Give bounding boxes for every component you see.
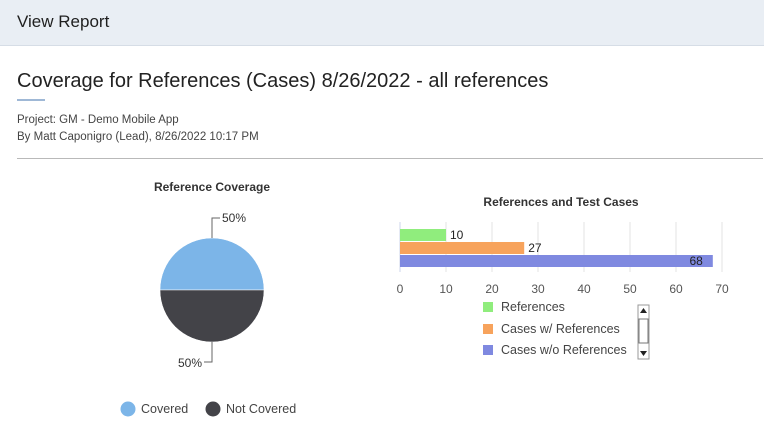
legend-scrollbar[interactable]: [637, 304, 650, 360]
pie-data-label: 50%: [178, 356, 202, 370]
header-title: View Report: [17, 12, 110, 31]
bar-x-ticks: 0 10 20 30 40 50 60 70: [397, 282, 729, 296]
legend-marker-icon: [483, 324, 493, 334]
pie-labels: 50% 50%: [178, 211, 246, 370]
pie-legend-label: Not Covered: [226, 402, 296, 416]
view-report-header: View Report: [0, 0, 764, 46]
bar-cases-w-references[interactable]: [400, 242, 525, 254]
bar-data-label: 27: [528, 241, 542, 255]
bar-x-tick-label: 40: [577, 282, 591, 296]
bar-cases-w-o-references[interactable]: [400, 255, 713, 267]
legend-marker-icon: [205, 401, 221, 417]
pie-data-label: 50%: [222, 211, 246, 225]
bar-x-tick-label: 60: [669, 282, 683, 296]
bar-legend-label: References: [501, 300, 565, 314]
pie-slice-not-covered[interactable]: [159, 289, 265, 343]
pie-legend-item-covered[interactable]: Covered: [120, 401, 189, 417]
legend-scroll-thumb[interactable]: [638, 318, 649, 344]
title-underline: [17, 99, 45, 101]
bar-legend-label: Cases w/o References: [501, 343, 627, 357]
bar-data-label: 10: [450, 228, 464, 242]
bar-chart-title: References and Test Cases: [483, 195, 639, 209]
references-test-cases-chart: References and Test Cases 10 27 68 0 10 20 30…: [397, 195, 729, 360]
bar-x-tick-label: 10: [439, 282, 453, 296]
bar-data-label: 68: [689, 254, 703, 268]
bar-legend-item-cases-w-references[interactable]: Cases w/ References: [483, 322, 620, 336]
section-divider: [17, 158, 763, 159]
bar-rects: 10 27 68: [400, 228, 713, 268]
bar-legend[interactable]: References Cases w/ References Cases w/o R…: [483, 300, 627, 357]
pie-chart-title: Reference Coverage: [154, 180, 270, 194]
pie-slices: [159, 237, 265, 343]
author-line: By Matt Caponigro (Lead), 8/26/2022 10:1…: [17, 131, 259, 143]
bar-x-tick-label: 30: [531, 282, 545, 296]
bar-x-tick-label: 50: [623, 282, 637, 296]
legend-marker-icon: [483, 345, 493, 355]
scroll-down-arrow-icon[interactable]: [640, 351, 647, 356]
legend-marker-icon: [483, 302, 493, 312]
bar-x-tick-label: 70: [715, 282, 729, 296]
bar-legend-label: Cases w/ References: [501, 322, 620, 336]
reference-coverage-chart: Reference Coverage 50% 50% Covered Not Cov…: [120, 180, 297, 417]
legend-marker-icon: [120, 401, 136, 417]
report-title: Coverage for References (Cases) 8/26/202…: [17, 70, 549, 92]
pie-legend-item-not-covered[interactable]: Not Covered: [205, 401, 297, 417]
scroll-up-arrow-icon[interactable]: [640, 308, 647, 313]
bar-x-tick-label: 0: [397, 282, 404, 296]
bar-legend-item-cases-w-o-references[interactable]: Cases w/o References: [483, 343, 627, 357]
pie-legend[interactable]: Covered Not Covered: [120, 401, 297, 417]
pie-legend-label: Covered: [141, 402, 188, 416]
bar-references[interactable]: [400, 229, 446, 241]
bar-legend-item-references[interactable]: References: [483, 300, 565, 314]
pie-leader-line: [211, 217, 220, 238]
project-line: Project: GM - Demo Mobile App: [17, 114, 179, 126]
bar-x-tick-label: 20: [485, 282, 499, 296]
pie-leader-line: [204, 342, 213, 363]
pie-slice-covered[interactable]: [159, 237, 265, 291]
